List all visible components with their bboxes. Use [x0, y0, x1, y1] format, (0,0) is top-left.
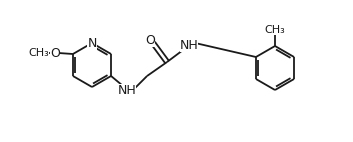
Text: CH₃: CH₃	[265, 25, 285, 35]
Text: CH₃: CH₃	[28, 48, 49, 58]
Text: N: N	[87, 36, 97, 50]
Text: NH: NH	[118, 83, 136, 97]
Text: O: O	[145, 34, 155, 46]
Text: O: O	[50, 46, 60, 59]
Text: NH: NH	[180, 38, 198, 52]
